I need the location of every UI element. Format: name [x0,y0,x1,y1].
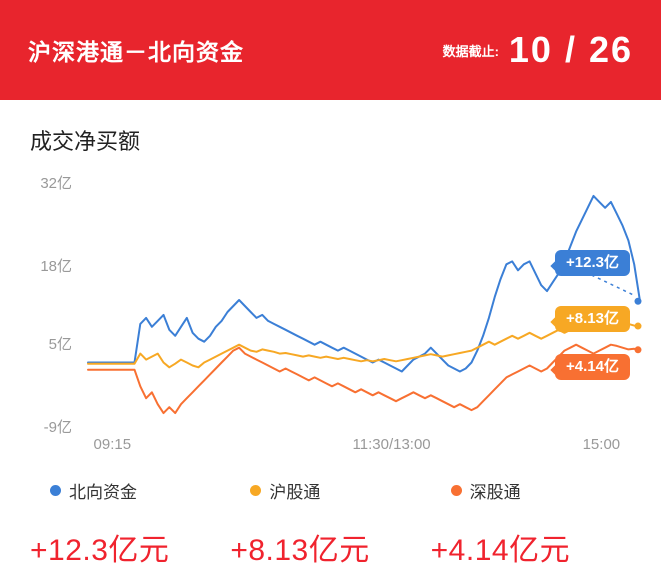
summary-value-north: +12.3亿元 [30,534,170,567]
hu-dot-icon [250,485,262,496]
badge-label: +12.3亿 [566,254,619,271]
net-buy-chart: 32亿 18亿 5亿 -9亿 +12.3亿 +8.13亿 +4.14亿 09:15 11… [0,166,661,462]
y-axis-label: 5亿 [48,335,72,353]
north-end-badge: +12.3亿 [550,250,630,276]
legend: 北向资金 沪股通 深股通 [0,478,661,503]
shen-dot-icon [450,485,462,496]
header: 沪深港通－北向资金 数据截止: 10 / 26 [0,0,661,100]
page-title: 沪深港通－北向资金 [28,39,244,65]
summary-values: +12.3亿元 +8.13亿元 +4.14亿元 [0,525,661,569]
legend-item-shen[interactable]: 深股通 [431,478,631,503]
badge-label: +4.14亿 [566,358,619,375]
legend-label: 深股通 [469,483,521,502]
legend-item-hu[interactable]: 沪股通 [230,478,430,503]
plot-area: +12.3亿 +8.13亿 +4.14亿 [87,184,642,428]
legend-item-north[interactable]: 北向资金 [30,478,230,503]
y-axis: 32亿 18亿 5亿 -9亿 [0,166,80,462]
x-axis-label: 11:30/13:00 [352,436,431,453]
y-axis-label: 32亿 [40,175,72,192]
data-cutoff: 数据截止: 10 / 26 [443,29,633,71]
legend-label: 沪股通 [269,483,321,502]
section-title: 成交净买额 [30,129,141,154]
summary-value-shen: +4.14亿元 [430,534,571,567]
data-cutoff-date: 10 / 26 [508,29,633,70]
legend-label: 北向资金 [69,483,137,502]
y-axis-label: -9亿 [43,419,72,436]
badge-label: +8.13亿 [566,310,619,327]
line-chart [87,194,642,415]
data-cutoff-label: 数据截止: [442,43,499,59]
y-axis-label: 18亿 [40,258,72,276]
hu-end-badge: +8.13亿 [550,306,630,332]
x-axis-label: 15:00 [582,436,621,453]
x-axis-label: 09:15 [93,436,132,453]
north-dot-icon [50,485,61,496]
shen-end-badge: +4.14亿 [550,354,630,380]
x-axis: 09:15 11:30/13:00 15:00 [88,436,640,456]
summary-value-hu: +8.13亿元 [230,534,370,567]
